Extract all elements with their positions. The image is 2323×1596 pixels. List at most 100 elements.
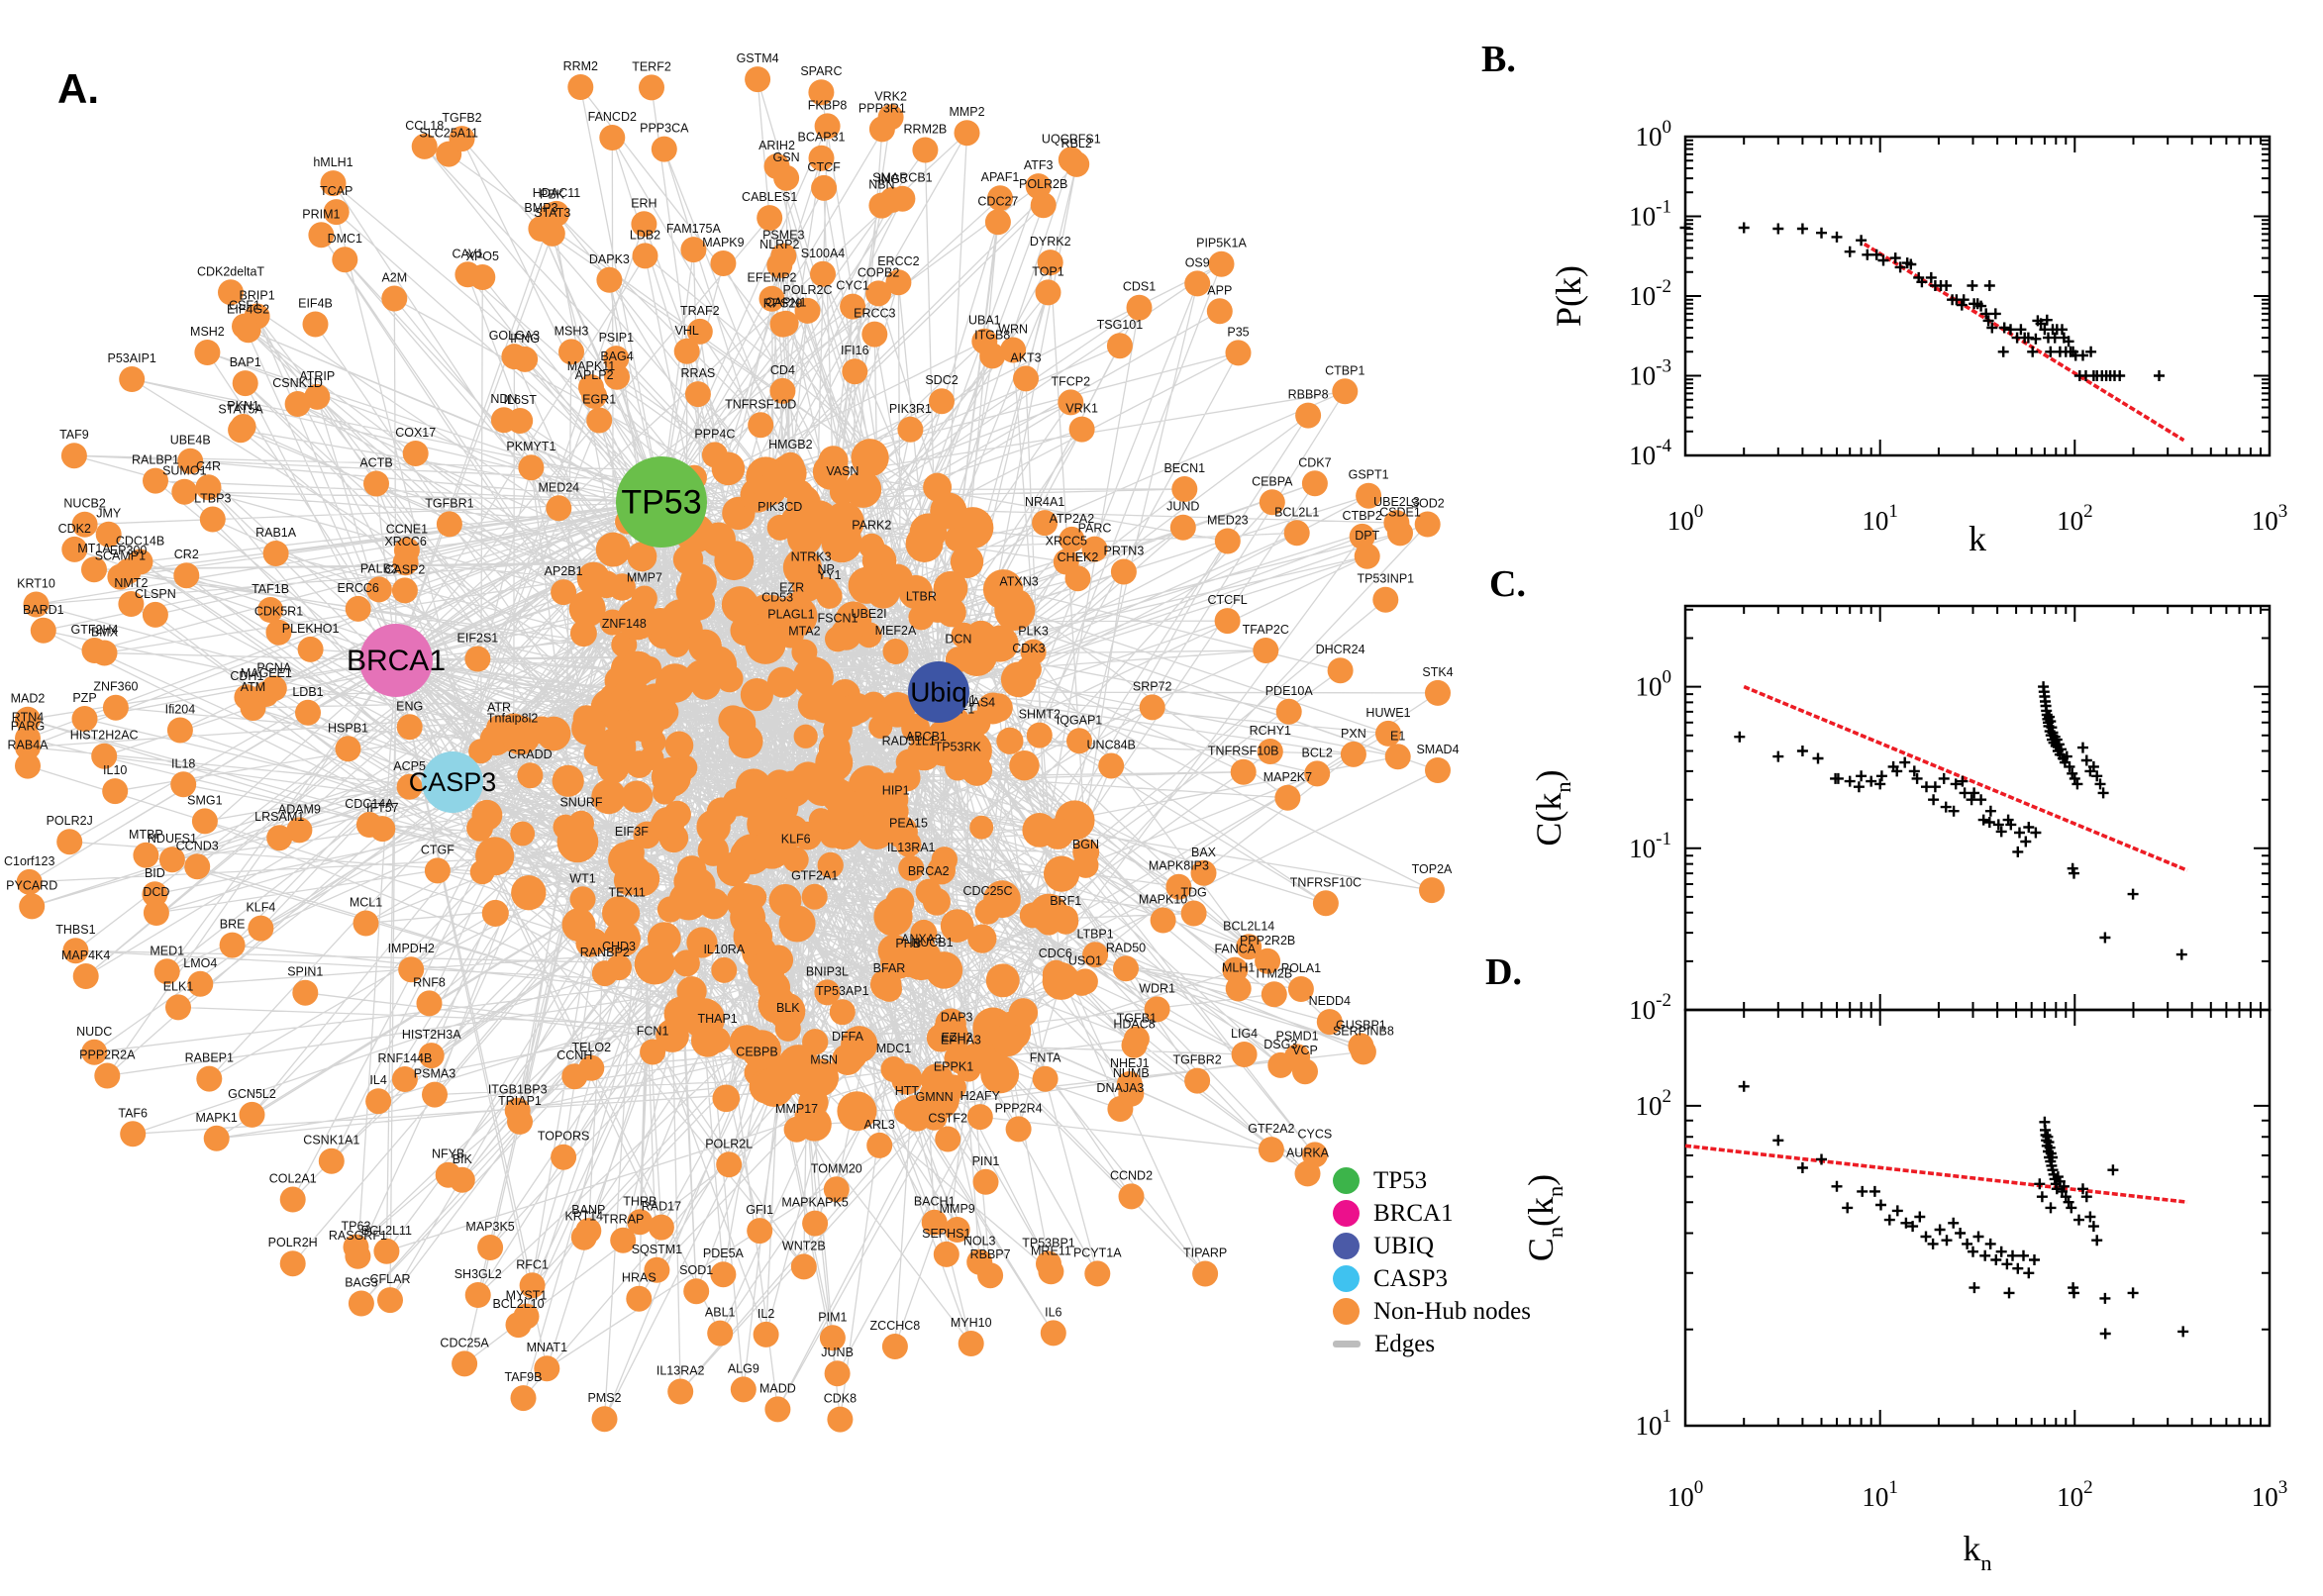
non-hub-node xyxy=(501,344,528,370)
node-label: KLF4 xyxy=(246,901,275,915)
non-hub-node xyxy=(1295,402,1322,429)
node-label: EGR1 xyxy=(582,393,616,407)
non-hub-node xyxy=(922,887,951,916)
node-label: TOMM20 xyxy=(811,1161,862,1175)
node-label: CASP2 xyxy=(384,562,425,576)
node-label: MEF2A xyxy=(875,624,917,638)
non-hub-node xyxy=(950,545,984,579)
non-hub-node xyxy=(248,915,274,942)
non-hub-node xyxy=(816,582,843,609)
non-hub-node xyxy=(980,1054,1020,1094)
node-label: VRK2 xyxy=(874,89,907,103)
node-label: IL10 xyxy=(103,763,127,777)
legend-dot-icon xyxy=(1333,1265,1360,1292)
node-label: FCN1 xyxy=(637,1025,669,1039)
non-hub-node xyxy=(897,416,924,443)
panel-d-label: D. xyxy=(1485,951,1522,993)
non-hub-node xyxy=(889,185,916,212)
node-label: CHD3 xyxy=(602,940,636,953)
non-hub-node xyxy=(436,511,462,538)
non-hub-node xyxy=(391,1066,418,1092)
non-hub-node xyxy=(1375,720,1401,747)
non-hub-node xyxy=(958,1331,984,1356)
axis-label: k xyxy=(1969,519,1986,558)
node-label: MAGEE1 xyxy=(241,666,292,680)
non-hub-node xyxy=(262,541,289,566)
node-label: CTBP2 xyxy=(1343,509,1382,523)
non-hub-node xyxy=(279,1250,306,1277)
node-label: E1 xyxy=(1390,729,1405,743)
node-label: APLP2 xyxy=(575,368,614,382)
node-label: NMT2 xyxy=(114,576,148,590)
non-hub-node xyxy=(764,769,795,800)
node-label: TGFBR2 xyxy=(1172,1053,1221,1067)
node-label: JMY xyxy=(96,507,122,521)
non-hub-node xyxy=(976,692,1009,725)
node-label: CDK7 xyxy=(1298,455,1331,469)
non-hub-node xyxy=(755,473,787,506)
non-hub-node xyxy=(763,153,790,179)
node-label: SPIN1 xyxy=(287,965,323,979)
non-hub-node xyxy=(765,1054,807,1097)
tick-label: 102 xyxy=(2057,1477,2093,1512)
non-hub-node xyxy=(827,789,865,828)
non-hub-node xyxy=(1356,482,1382,509)
node-label: PPP3R1 xyxy=(858,101,906,115)
non-hub-node xyxy=(1072,839,1100,866)
node-label: NUCB1 xyxy=(911,936,953,949)
node-label: TRRAP xyxy=(602,1213,644,1227)
non-hub-node xyxy=(987,185,1013,212)
non-hub-node xyxy=(561,908,596,943)
node-label: TP53INP1 xyxy=(1357,572,1414,586)
node-label: MYH10 xyxy=(951,1316,992,1330)
non-hub-node xyxy=(1261,981,1287,1008)
non-hub-node xyxy=(969,815,994,840)
non-hub-node xyxy=(396,773,423,800)
non-hub-node xyxy=(60,443,87,469)
non-hub-node xyxy=(898,574,933,610)
non-hub-node xyxy=(800,500,838,538)
non-hub-node xyxy=(203,1125,230,1151)
non-hub-node xyxy=(195,474,222,501)
node-label: XPO5 xyxy=(466,249,499,263)
node-label: KLF6 xyxy=(781,832,811,846)
node-label: MAD2 xyxy=(11,692,46,706)
node-label: PKMYT1 xyxy=(506,440,556,453)
node-label: PBK xyxy=(540,187,565,201)
tick-label: 10-3 xyxy=(1629,356,1671,391)
node-label: MDC1 xyxy=(876,1042,911,1055)
non-hub-node xyxy=(232,370,258,397)
node-label: LRSAM1 xyxy=(254,810,304,824)
non-hub-node xyxy=(62,938,89,964)
non-hub-node xyxy=(933,570,968,606)
non-hub-node xyxy=(865,280,892,307)
panel-a-label: A. xyxy=(57,65,99,112)
node-label: JUNB xyxy=(821,1346,854,1359)
non-hub-node xyxy=(1032,510,1059,537)
non-hub-node xyxy=(143,467,168,494)
non-hub-node xyxy=(158,847,185,873)
node-label: MYST1 xyxy=(506,1289,548,1303)
non-hub-node xyxy=(1327,657,1354,684)
node-label: RCHY1 xyxy=(1250,724,1291,738)
non-hub-node xyxy=(1126,294,1153,321)
node-label: BANP xyxy=(571,1203,605,1217)
node-label: BRF1 xyxy=(1050,894,1081,908)
node-label: ITM2B xyxy=(1256,966,1292,980)
node-label: UBA1 xyxy=(968,314,1001,328)
non-hub-node xyxy=(194,340,221,365)
node-label: IFNG xyxy=(510,332,540,346)
node-label: TERF2 xyxy=(632,59,671,73)
node-label: GOLGA3 xyxy=(489,329,540,343)
non-hub-node xyxy=(718,705,749,736)
non-hub-node xyxy=(811,174,838,201)
node-label: EP300 xyxy=(110,544,148,557)
non-hub-node xyxy=(95,521,122,548)
non-hub-node xyxy=(279,1186,306,1213)
legend-item-label: BRCA1 xyxy=(1373,1199,1454,1227)
node-label: EIF2S1 xyxy=(457,632,499,646)
node-label: EPPK1 xyxy=(934,1059,973,1073)
non-hub-node xyxy=(885,269,912,296)
non-hub-node xyxy=(624,701,666,743)
non-hub-node xyxy=(517,762,544,789)
